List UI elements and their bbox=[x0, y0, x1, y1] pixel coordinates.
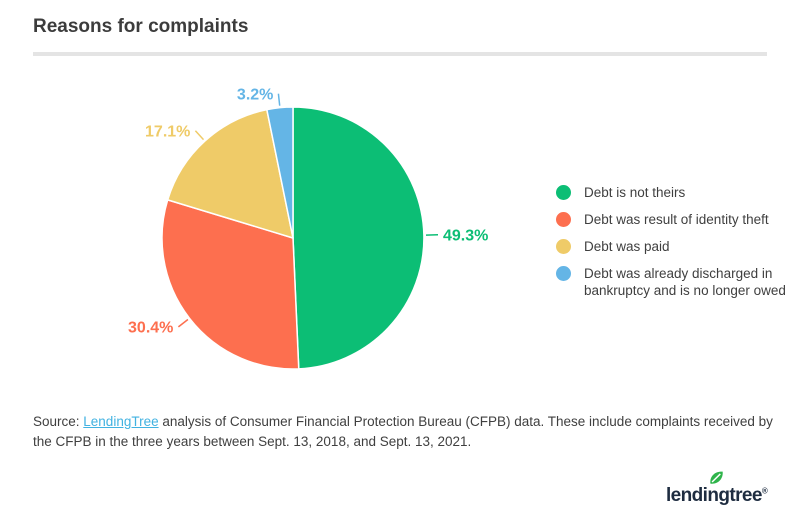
legend-item-2: Debt was paid bbox=[556, 238, 791, 255]
pie-slice-0 bbox=[292, 106, 425, 370]
legend-dot-2 bbox=[556, 239, 571, 254]
source-suffix: analysis of Consumer Financial Protectio… bbox=[33, 414, 773, 449]
chart-legend: Debt is not theirs Debt was result of ide… bbox=[556, 184, 791, 309]
source-prefix: Source: bbox=[33, 414, 84, 429]
slice-percentage-label-2: 17.1% bbox=[145, 123, 190, 140]
chart-title: Reasons for complaints bbox=[33, 16, 249, 37]
title-divider bbox=[33, 52, 767, 56]
legend-label-2: Debt was paid bbox=[584, 239, 670, 254]
legend-label-0: Debt is not theirs bbox=[584, 185, 686, 200]
leaf-icon bbox=[710, 471, 723, 484]
registered-mark: ® bbox=[761, 486, 768, 496]
legend-label-1: Debt was result of identity theft bbox=[584, 212, 769, 227]
pie-chart: 49.3% 30.4% 17.1% 3.2% bbox=[128, 86, 488, 370]
legend-item-1: Debt was result of identity theft bbox=[556, 211, 791, 228]
source-note: Source: LendingTree analysis of Consumer… bbox=[33, 412, 778, 452]
source-link[interactable]: LendingTree bbox=[83, 414, 159, 429]
pie-slice-3 bbox=[266, 106, 294, 239]
legend-dot-3 bbox=[556, 266, 571, 281]
slice-percentage-label-0: 49.3% bbox=[443, 227, 488, 244]
logo-wordmark: lendingtree® bbox=[666, 485, 768, 507]
slice-percentage-label-1: 30.4% bbox=[128, 320, 173, 337]
legend-label-3: Debt was already discharged in bankruptc… bbox=[584, 266, 786, 298]
legend-dot-0 bbox=[556, 185, 571, 200]
slice-percentage-label-3: 3.2% bbox=[237, 86, 273, 103]
logo-text: lendingtree bbox=[666, 485, 762, 506]
label-connector-1 bbox=[177, 318, 189, 328]
pie-slice-1 bbox=[161, 199, 300, 370]
legend-dot-1 bbox=[556, 212, 571, 227]
legend-item-0: Debt is not theirs bbox=[556, 184, 791, 201]
pie-slice-2 bbox=[166, 108, 294, 239]
label-connector-3 bbox=[277, 93, 281, 106]
label-connector-2 bbox=[194, 130, 205, 141]
legend-item-3: Debt was already discharged in bankruptc… bbox=[556, 265, 791, 299]
lendingtree-logo: lendingtree® bbox=[666, 471, 786, 507]
